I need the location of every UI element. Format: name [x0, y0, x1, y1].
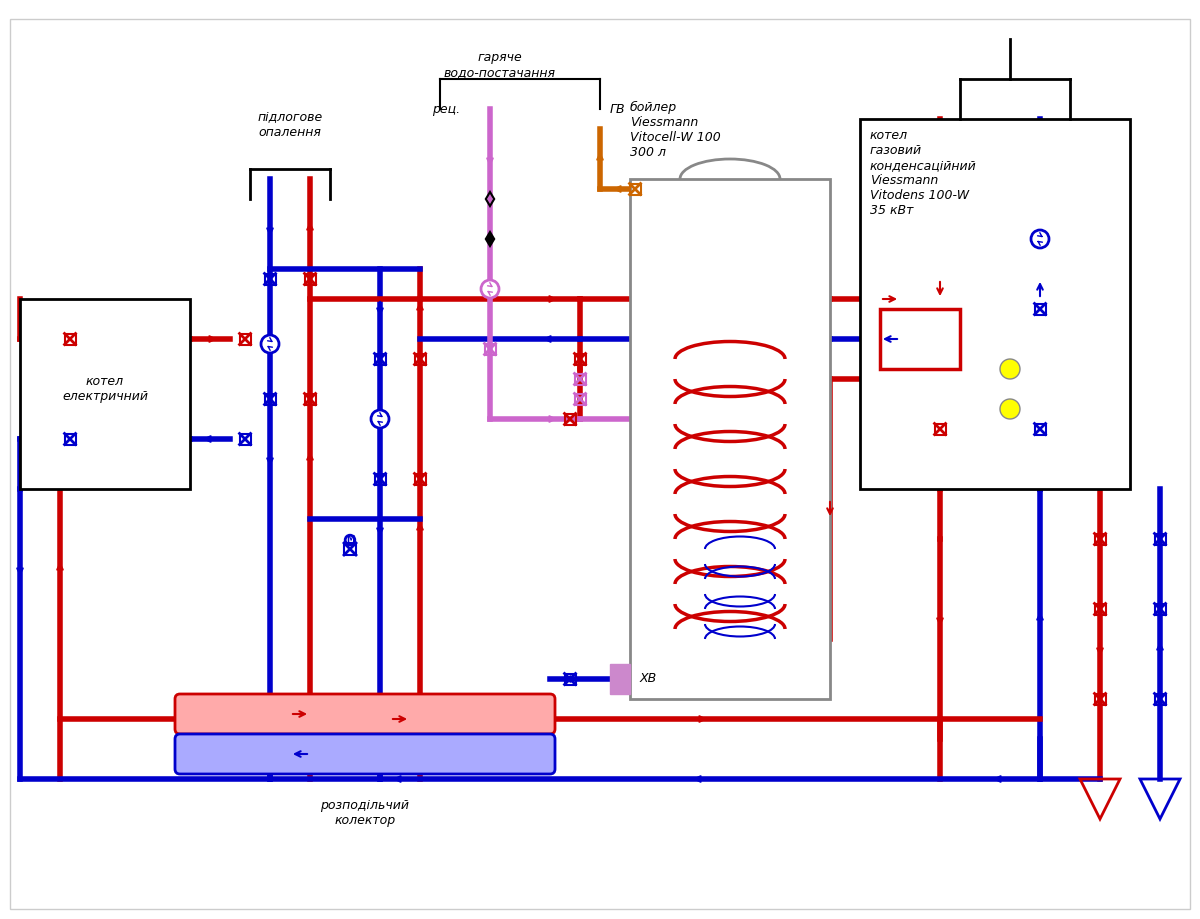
Circle shape [1031, 230, 1049, 248]
Circle shape [346, 535, 355, 545]
Bar [630, 179, 830, 699]
Bar [1154, 534, 1165, 544]
Bar [1094, 604, 1105, 615]
Bar [1034, 303, 1045, 314]
Circle shape [1000, 359, 1020, 379]
Circle shape [481, 280, 499, 298]
Bar [1034, 424, 1045, 435]
Bar [610, 664, 630, 694]
Bar [935, 424, 946, 435]
FancyBboxPatch shape [175, 734, 554, 774]
Bar [264, 274, 276, 285]
Bar [630, 184, 641, 195]
Bar [305, 274, 316, 285]
Bar [575, 373, 586, 384]
Bar [240, 434, 251, 445]
Text: ГВ: ГВ [610, 103, 625, 116]
Bar [564, 674, 576, 685]
Text: рец.: рец. [432, 103, 460, 116]
Bar [1094, 694, 1105, 705]
Bar [264, 393, 276, 404]
Bar [485, 344, 496, 355]
Bar [344, 543, 356, 555]
Circle shape [1000, 399, 1020, 419]
Bar [575, 393, 586, 404]
Text: бойлер
Viessmann
Vitocell-W 100
300 л: бойлер Viessmann Vitocell-W 100 300 л [630, 101, 721, 159]
Bar [564, 414, 576, 425]
Bar [20, 299, 190, 489]
Bar [305, 393, 316, 404]
Bar [65, 434, 76, 445]
Text: підлогове
опалення: підлогове опалення [257, 111, 323, 139]
Bar [880, 309, 960, 369]
Bar [374, 354, 385, 365]
Text: котел
електричний: котел електричний [62, 375, 148, 403]
Circle shape [262, 335, 278, 353]
Bar [240, 334, 251, 345]
Bar [414, 473, 426, 484]
Bar [860, 119, 1130, 489]
Bar [575, 354, 586, 365]
Circle shape [371, 410, 389, 428]
Bar [414, 354, 426, 365]
Bar [374, 473, 385, 484]
Text: гаряче
водо-постачання: гаряче водо-постачання [444, 51, 556, 79]
Bar [1154, 694, 1165, 705]
Text: M: M [346, 536, 354, 544]
Bar [65, 334, 76, 345]
Bar [1154, 604, 1165, 615]
Text: котел
газовий
конденсаційний
Viessmann
Vitodens 100-W
35 кВт: котел газовий конденсаційний Viessmann V… [870, 129, 977, 217]
Text: ХВ: ХВ [640, 673, 658, 686]
Bar [1094, 534, 1105, 544]
Text: розподільчий
колектор: розподільчий колектор [320, 799, 409, 827]
FancyBboxPatch shape [175, 694, 554, 734]
Polygon shape [486, 232, 494, 246]
